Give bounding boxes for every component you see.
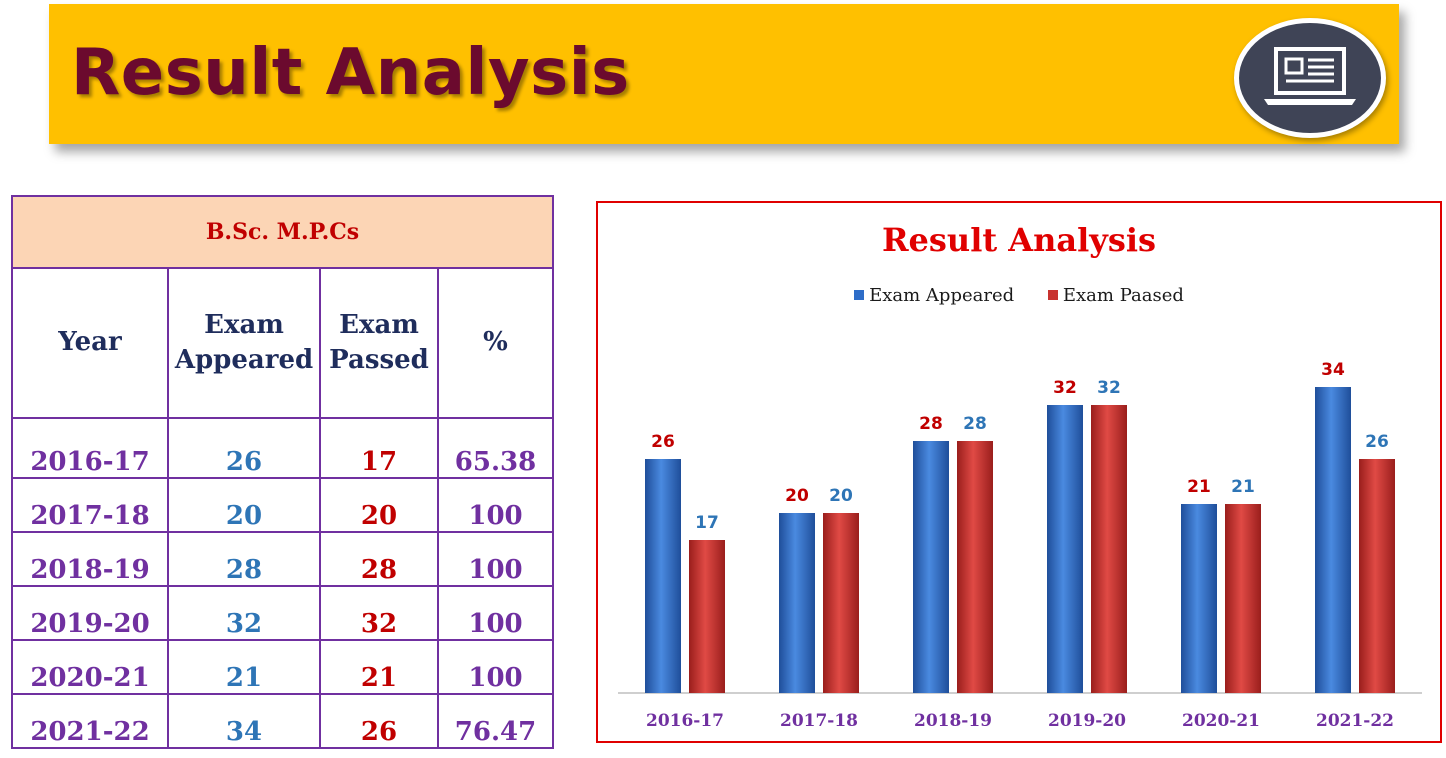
legend-label: Exam Appeared [869,285,1015,306]
x-tick-label: 2016-17 [646,711,724,731]
appeared-cell: 20 [167,477,321,533]
bar-exam-passed-2018-19 [957,441,993,693]
passed-cell: 20 [319,477,439,533]
bar-exam-passed-2017-18 [823,513,859,693]
data-label: 32 [1097,378,1121,398]
x-tick-label: 2020-21 [1182,711,1260,731]
bar-exam-appeared-2018-19 [913,441,949,693]
percent-cell: 100 [437,639,554,695]
data-label: 28 [919,414,943,434]
year-cell: 2017-18 [11,477,169,533]
year-cell: 2019-20 [11,585,169,641]
appeared-cell: 34 [167,693,321,749]
percent-cell: 100 [437,585,554,641]
table-row: 2020-21 21 21 100 [11,639,554,695]
data-label: 34 [1321,360,1345,380]
header-exam-passed: Exam Passed [319,267,439,419]
header-percent: % [437,267,554,419]
data-label: 17 [695,513,719,533]
table-row: 2021-22 34 26 76.47 [11,693,554,749]
bar-exam-passed-2016-17 [689,540,725,693]
results-table: B.Sc. M.P.Cs Year Exam Appeared Exam Passe… [11,195,554,749]
percent-cell: 76.47 [437,693,554,749]
year-cell: 2016-17 [11,417,169,479]
passed-cell: 21 [319,639,439,695]
year-cell: 2020-21 [11,639,169,695]
x-tick-label: 2018-19 [914,711,992,731]
header-exam-appeared: Exam Appeared [167,267,321,419]
chart-legend: Exam Appeared Exam Paased [598,285,1440,306]
percent-cell: 100 [437,477,554,533]
legend-item-exam-appeared: Exam Appeared [854,285,1014,306]
data-label: 32 [1053,378,1077,398]
data-label: 26 [651,432,675,452]
passed-cell: 17 [319,417,439,479]
bar-exam-appeared-2019-20 [1047,405,1083,693]
x-tick-label: 2021-22 [1316,711,1394,731]
legend-item-exam-passed: Exam Paased [1047,285,1184,306]
data-label: 21 [1187,477,1211,497]
chart-panel: Result Analysis Exam Appeared Exam Paase… [596,201,1442,743]
year-cell: 2021-22 [11,693,169,749]
title-banner: Result Analysis [49,4,1399,144]
x-tick-label: 2017-18 [780,711,858,731]
table-row: 2018-19 28 28 100 [11,531,554,587]
passed-cell: 32 [319,585,439,641]
page-title: Result Analysis [71,36,630,110]
bar-chart: 26 17 2016-17 20 20 2017-18 28 28 2018-19 32 32 201… [618,360,1422,731]
appeared-cell: 21 [167,639,321,695]
bar-exam-passed-2019-20 [1091,405,1127,693]
data-label: 21 [1231,477,1255,497]
legend-swatch-red [1047,290,1058,300]
passed-cell: 28 [319,531,439,587]
chart-title: Result Analysis [881,221,1157,259]
passed-cell: 26 [319,693,439,749]
table-row: 2019-20 32 32 100 [11,585,554,641]
appeared-cell: 26 [167,417,321,479]
course-name: B.Sc. M.P.Cs [11,195,554,269]
table-row: 2016-17 26 17 65.38 [11,417,554,479]
logo-badge [1234,18,1386,138]
legend-swatch-blue [854,290,865,300]
percent-cell: 100 [437,531,554,587]
x-tick-label: 2019-20 [1048,711,1126,731]
bar-exam-appeared-2016-17 [645,459,681,693]
data-label: 26 [1365,432,1389,452]
appeared-cell: 32 [167,585,321,641]
appeared-cell: 28 [167,531,321,587]
percent-cell: 65.38 [437,417,554,479]
header-year: Year [11,267,169,419]
data-label: 28 [963,414,987,434]
bar-exam-passed-2020-21 [1225,504,1261,693]
laptop-icon [1264,47,1356,105]
legend-label: Exam Paased [1062,285,1184,306]
year-cell: 2018-19 [11,531,169,587]
bar-exam-appeared-2017-18 [779,513,815,693]
bar-exam-appeared-2020-21 [1181,504,1217,693]
data-label: 20 [829,486,853,506]
data-label: 20 [785,486,809,506]
bar-exam-appeared-2021-22 [1315,387,1351,693]
table-row: 2017-18 20 20 100 [11,477,554,533]
bar-exam-passed-2021-22 [1359,459,1395,693]
